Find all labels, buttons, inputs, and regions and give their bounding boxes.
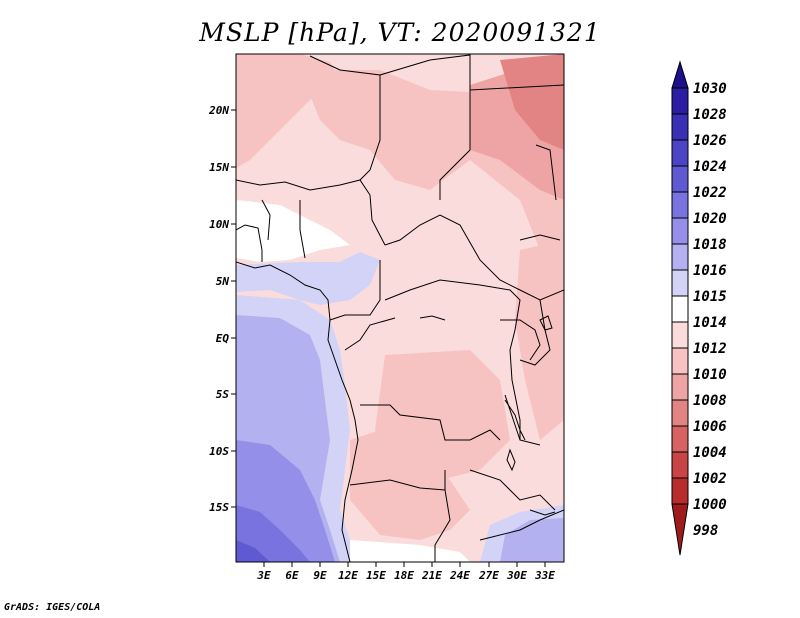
lakes: [419, 315, 556, 516]
colorbar-label-1020: 1020: [693, 211, 727, 227]
lat-label-15n: 15N: [209, 161, 229, 174]
colorbar-segment-1026: [671, 113, 689, 141]
colorbar-label-998: 998: [693, 523, 718, 539]
colorbar-label-1015: 1015: [693, 289, 727, 305]
lon-label-18e: 18E: [394, 569, 414, 582]
colorbar-segment-1016: [671, 243, 689, 271]
lat-ticks: [231, 109, 236, 508]
lon-label-9e: 9E: [313, 569, 327, 582]
lake-kariba: [529, 509, 556, 516]
lake-victoria: [539, 315, 553, 331]
field-1015-gulf: [236, 252, 380, 305]
country-borders: [236, 54, 564, 562]
colorbar-label-1016: 1016: [693, 263, 727, 279]
lon-label-21e: 21E: [421, 569, 442, 582]
colorbar-label-1006: 1006: [693, 419, 727, 435]
colorbar-label-1012: 1012: [693, 341, 727, 357]
river-segment: [419, 315, 446, 321]
colorbar-label-1004: 1004: [693, 445, 727, 461]
field-1006-north-east: [500, 54, 564, 150]
colorbar-segment-1008: [671, 373, 689, 401]
colorbar-label-1030: 1030: [693, 81, 727, 97]
colorbar-arrow-bottom: [671, 503, 689, 556]
field-1014-south: [350, 540, 470, 562]
colorbar-segment-1028: [671, 87, 689, 115]
lat-label-5n: 5N: [216, 275, 230, 288]
colorbar-label-1026: 1026: [693, 133, 727, 149]
lat-label-10n: 10N: [209, 218, 229, 231]
colorbar-segment-1010: [671, 347, 689, 375]
colorbar-segment-1015: [671, 269, 689, 297]
colorbar-segment-1002: [671, 451, 689, 479]
lon-label-15e: 15E: [366, 569, 386, 582]
lon-label-30e: 30E: [506, 569, 527, 582]
colorbar-label-1022: 1022: [693, 185, 727, 201]
colorbar-label-1000: 1000: [693, 497, 727, 513]
lon-label-12e: 12E: [338, 569, 358, 582]
lat-label-15s: 15S: [209, 501, 229, 514]
lon-label-27e: 27E: [478, 569, 499, 582]
lon-label-6e: 6E: [285, 569, 299, 582]
grads-credit: GrADS: IGES/COLA: [4, 602, 101, 613]
colorbar: [671, 60, 689, 556]
lat-label-eq: EQ: [216, 332, 230, 345]
field-1022-atlantic: [236, 540, 270, 562]
colorbar-segment-1018: [671, 217, 689, 245]
lon-label-33e: 33E: [534, 569, 555, 582]
colorbar-segment-1014: [671, 295, 689, 323]
colorbar-label-1028: 1028: [693, 107, 727, 123]
colorbar-label-1018: 1018: [693, 237, 727, 253]
colorbar-label-1010: 1010: [693, 367, 727, 383]
lon-ticks: [263, 562, 546, 567]
colorbar-segment-1024: [671, 139, 689, 167]
lon-label-24e: 24E: [449, 569, 470, 582]
colorbar-segment-1004: [671, 425, 689, 453]
field-1014-west-africa: [236, 200, 350, 262]
lon-label-3e: 3E: [256, 569, 271, 582]
colorbar-label-1014: 1014: [693, 315, 727, 331]
colorbar-label-1024: 1024: [693, 159, 727, 175]
map-title: MSLP [hPa], VT: 2020091321: [199, 18, 601, 47]
lat-label-5s: 5S: [216, 388, 230, 401]
colorbar-segment-1020: [671, 191, 689, 219]
map-frame: [235, 53, 565, 563]
field-1010-east: [515, 240, 564, 440]
field-1016-south-east: [500, 518, 564, 562]
colorbar-label-1002: 1002: [693, 471, 727, 487]
field-1020-atlantic: [236, 505, 310, 562]
colorbar-label-1008: 1008: [693, 393, 727, 409]
lake-tanganyika: [504, 394, 521, 441]
colorbar-arrow-top: [671, 60, 689, 89]
colorbar-segment-1022: [671, 165, 689, 193]
colorbar-segment-1006: [671, 399, 689, 427]
colorbar-segment-1000: [671, 477, 689, 505]
lat-label-10s: 10S: [209, 445, 229, 458]
colorbar-segment-1012: [671, 321, 689, 349]
lake-mweru: [506, 448, 516, 472]
lat-label-20n: 20N: [208, 104, 229, 117]
pressure-field: [236, 54, 564, 562]
